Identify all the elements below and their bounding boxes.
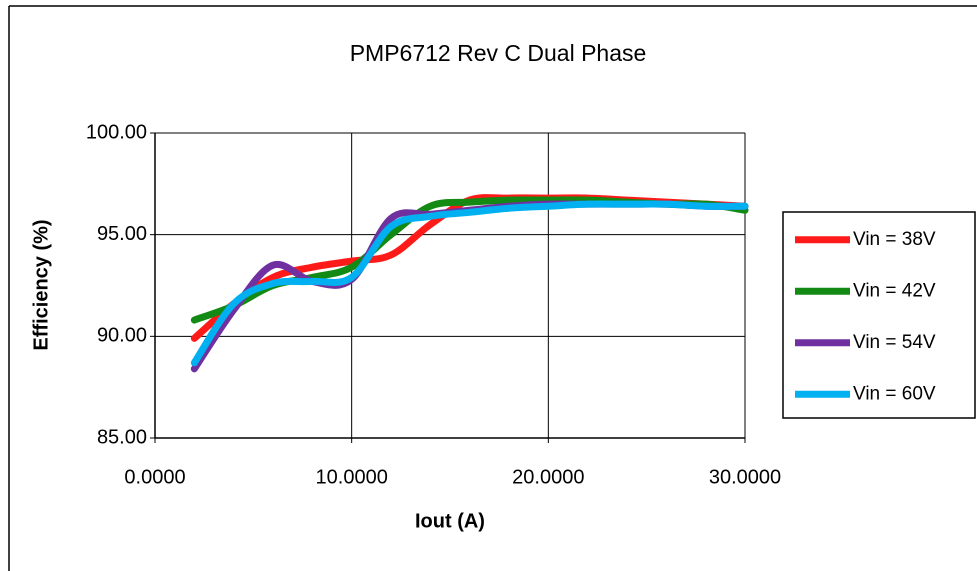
legend-label: Vin = 60V: [853, 383, 936, 404]
legend-label: Vin = 54V: [853, 332, 936, 353]
legend-label: Vin = 38V: [853, 229, 936, 250]
series-line: [190, 196, 749, 324]
y-axis-label: Efficiency (%): [30, 219, 52, 350]
x-axis-label: Iout (A): [415, 510, 485, 532]
series-line: [190, 200, 749, 367]
y-tick-label: 90.00: [97, 325, 147, 347]
y-tick-label: 95.00: [97, 223, 147, 245]
y-tick-label: 85.00: [97, 426, 147, 448]
x-tick-label: 20.0000: [512, 466, 584, 488]
x-tick-label: 10.0000: [316, 466, 388, 488]
legend-label: Vin = 42V: [853, 280, 936, 301]
series-line: [190, 194, 749, 342]
x-tick-label: 30.0000: [709, 466, 781, 488]
legend-box: [782, 211, 976, 419]
y-tick-label: 100.00: [86, 121, 147, 143]
chart-title: PMP6712 Rev C Dual Phase: [350, 40, 647, 66]
x-tick-label: 0.0000: [124, 466, 185, 488]
